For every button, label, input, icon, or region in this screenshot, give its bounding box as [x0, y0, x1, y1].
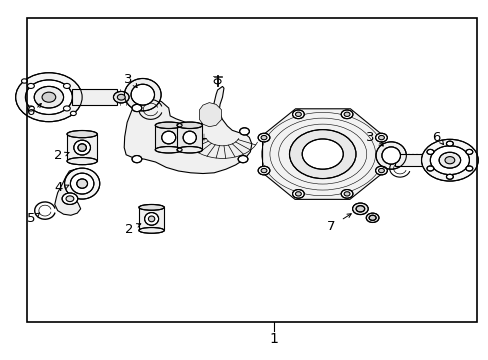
- Polygon shape: [55, 169, 84, 215]
- Ellipse shape: [177, 147, 202, 153]
- Text: 7: 7: [326, 220, 335, 233]
- Text: 2: 2: [125, 223, 134, 236]
- Bar: [394, 154, 421, 166]
- Circle shape: [295, 192, 301, 196]
- Circle shape: [258, 166, 269, 175]
- Circle shape: [344, 112, 349, 117]
- Circle shape: [258, 133, 269, 142]
- Ellipse shape: [74, 140, 90, 155]
- Circle shape: [446, 141, 452, 146]
- Circle shape: [341, 189, 352, 198]
- Circle shape: [21, 79, 27, 83]
- Text: 3: 3: [124, 73, 133, 86]
- Ellipse shape: [64, 168, 100, 199]
- Ellipse shape: [381, 147, 400, 164]
- Ellipse shape: [78, 144, 86, 152]
- Ellipse shape: [67, 130, 97, 138]
- Text: 3: 3: [366, 131, 374, 144]
- Circle shape: [132, 104, 142, 112]
- Bar: [72, 89, 117, 105]
- Text: 2: 2: [54, 149, 63, 162]
- Circle shape: [16, 73, 82, 122]
- Circle shape: [292, 189, 304, 198]
- Bar: [139, 207, 164, 230]
- Circle shape: [355, 206, 364, 212]
- Ellipse shape: [177, 122, 202, 129]
- Circle shape: [295, 112, 301, 117]
- Ellipse shape: [139, 204, 164, 210]
- Ellipse shape: [131, 84, 154, 105]
- Circle shape: [426, 149, 433, 154]
- Circle shape: [113, 91, 129, 103]
- Circle shape: [426, 166, 433, 171]
- Ellipse shape: [162, 131, 175, 144]
- Ellipse shape: [67, 158, 97, 165]
- Circle shape: [239, 128, 249, 135]
- Circle shape: [289, 130, 355, 179]
- Circle shape: [444, 157, 454, 164]
- Circle shape: [34, 86, 63, 108]
- Ellipse shape: [155, 147, 182, 153]
- Ellipse shape: [148, 216, 154, 222]
- Circle shape: [438, 152, 460, 168]
- Circle shape: [63, 84, 70, 89]
- Circle shape: [375, 133, 386, 142]
- Circle shape: [292, 110, 304, 119]
- Polygon shape: [124, 86, 251, 174]
- Circle shape: [378, 168, 384, 173]
- Circle shape: [341, 110, 352, 119]
- Polygon shape: [262, 109, 382, 199]
- Circle shape: [368, 215, 375, 220]
- Circle shape: [446, 174, 452, 179]
- Circle shape: [378, 135, 384, 140]
- Bar: [67, 134, 97, 161]
- Ellipse shape: [183, 131, 196, 144]
- Ellipse shape: [144, 212, 158, 225]
- Text: 4: 4: [54, 181, 63, 194]
- Circle shape: [465, 149, 472, 154]
- Text: 5: 5: [26, 212, 35, 225]
- Ellipse shape: [77, 179, 87, 188]
- Circle shape: [27, 106, 34, 111]
- Circle shape: [25, 80, 72, 114]
- Circle shape: [62, 193, 78, 204]
- Text: 6: 6: [431, 131, 440, 144]
- Circle shape: [261, 168, 266, 173]
- Bar: [177, 125, 202, 150]
- Circle shape: [117, 94, 125, 100]
- Ellipse shape: [375, 142, 406, 169]
- Circle shape: [132, 156, 142, 163]
- Circle shape: [375, 166, 386, 175]
- Circle shape: [42, 92, 56, 102]
- Bar: [155, 125, 182, 150]
- Circle shape: [465, 166, 472, 171]
- Circle shape: [429, 146, 468, 175]
- Text: 6: 6: [26, 105, 35, 118]
- Circle shape: [66, 196, 74, 202]
- Circle shape: [63, 106, 70, 111]
- Text: 1: 1: [269, 332, 278, 346]
- Circle shape: [261, 135, 266, 140]
- Ellipse shape: [70, 173, 94, 194]
- Polygon shape: [199, 103, 221, 127]
- Circle shape: [70, 111, 76, 116]
- Circle shape: [366, 213, 378, 222]
- Circle shape: [238, 156, 247, 163]
- Circle shape: [352, 203, 367, 215]
- Circle shape: [421, 139, 477, 181]
- Ellipse shape: [124, 78, 161, 111]
- Circle shape: [344, 192, 349, 196]
- Circle shape: [27, 84, 34, 89]
- Ellipse shape: [155, 122, 182, 129]
- Circle shape: [302, 139, 343, 169]
- Ellipse shape: [139, 228, 164, 233]
- Bar: [27, 18, 476, 322]
